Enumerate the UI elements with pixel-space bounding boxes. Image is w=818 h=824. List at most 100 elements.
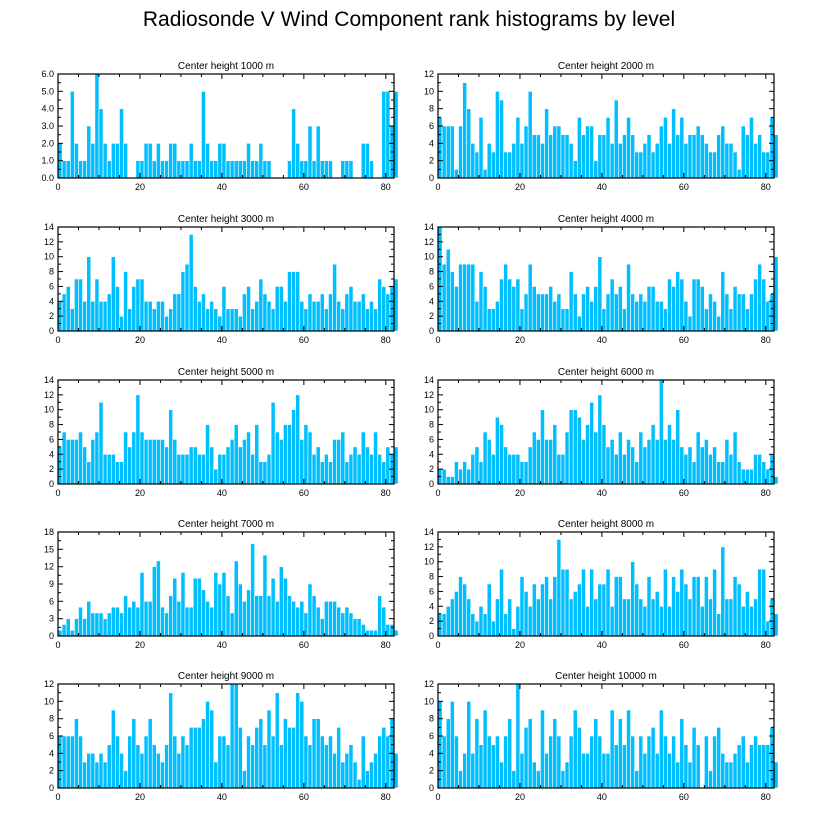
x-tick-label: 40 — [597, 488, 607, 498]
bar — [552, 125, 558, 179]
bar — [131, 431, 137, 485]
bar — [291, 409, 296, 485]
bar — [258, 143, 264, 179]
bar — [115, 735, 120, 789]
bar — [745, 308, 750, 332]
bar — [495, 300, 500, 332]
bar — [188, 606, 194, 637]
y-tick-label: 12 — [424, 69, 434, 79]
y-tick-label: 2 — [429, 464, 434, 474]
bar — [156, 439, 161, 485]
bar — [650, 598, 656, 637]
bar — [642, 446, 648, 485]
x-tick-label: 60 — [299, 335, 309, 345]
bar — [278, 439, 284, 485]
bar — [340, 761, 346, 789]
bar — [593, 718, 599, 789]
bar — [90, 143, 96, 179]
bar — [724, 143, 730, 179]
bar — [745, 468, 750, 485]
bar — [324, 308, 329, 332]
x-tick-label: 80 — [381, 335, 391, 345]
y-tick-label: 10 — [424, 252, 434, 262]
bar — [373, 308, 378, 332]
bar — [209, 446, 215, 485]
bar — [221, 286, 227, 332]
bar — [548, 439, 554, 485]
bar — [716, 461, 722, 485]
bar — [319, 293, 325, 332]
bar — [274, 601, 280, 637]
bar — [69, 91, 75, 179]
bar — [242, 160, 247, 179]
bar — [732, 576, 738, 637]
bar — [151, 160, 157, 179]
x-tick-label: 40 — [217, 182, 227, 192]
bar — [667, 753, 672, 789]
bar — [687, 761, 693, 789]
bar — [699, 286, 705, 332]
bar — [311, 718, 317, 789]
bar — [340, 612, 346, 637]
bar — [732, 753, 738, 789]
x-tick-label: 80 — [381, 488, 391, 498]
x-tick-label: 0 — [55, 792, 60, 802]
bar — [94, 612, 100, 637]
bar — [332, 753, 337, 789]
bar — [687, 315, 693, 332]
bar — [519, 143, 525, 179]
bar — [515, 605, 521, 637]
bar — [699, 446, 705, 485]
bar — [658, 379, 664, 485]
bar — [209, 606, 215, 637]
bar — [110, 453, 116, 485]
bar — [470, 613, 476, 637]
bar — [654, 753, 660, 789]
bar — [287, 595, 292, 637]
bar — [197, 727, 202, 789]
bar — [765, 744, 771, 789]
bar — [385, 293, 391, 332]
bar — [258, 278, 264, 332]
bar — [503, 735, 508, 789]
bar — [679, 278, 685, 332]
bar — [761, 461, 767, 485]
y-tick-label: 0.0 — [41, 173, 54, 183]
bar — [613, 453, 619, 485]
bar — [168, 409, 174, 485]
bar — [324, 601, 329, 637]
bar — [581, 293, 586, 332]
bar — [519, 308, 525, 332]
bar — [658, 125, 664, 179]
bar — [486, 143, 492, 179]
bar — [757, 453, 763, 485]
bar — [205, 701, 210, 789]
bar — [523, 461, 529, 485]
bar — [315, 606, 321, 637]
bar — [728, 761, 734, 789]
bar — [283, 424, 288, 485]
bar — [160, 761, 165, 789]
bar — [156, 300, 161, 332]
bar — [147, 718, 153, 789]
bar — [110, 256, 116, 332]
bar — [589, 125, 595, 179]
bar — [531, 134, 537, 179]
bar — [568, 735, 574, 789]
y-tick-label: 10 — [44, 696, 54, 706]
bar — [201, 718, 206, 789]
bar — [454, 735, 459, 789]
bar — [332, 439, 337, 485]
bar — [213, 468, 219, 485]
bar — [597, 256, 603, 332]
bar — [593, 286, 599, 332]
bar — [716, 315, 722, 332]
bar — [626, 263, 631, 332]
bar — [307, 583, 313, 637]
bar — [663, 117, 668, 179]
bar — [352, 761, 358, 789]
y-tick-label: 4 — [49, 748, 54, 758]
bar — [507, 598, 513, 637]
bar — [197, 160, 202, 179]
bar — [356, 300, 362, 332]
